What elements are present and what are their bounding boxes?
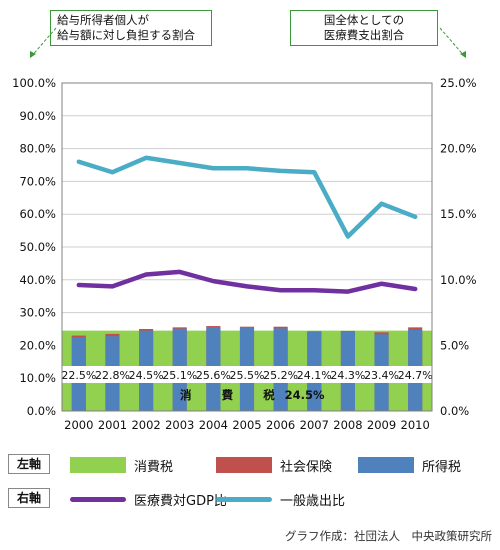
left-tick-label: 80.0% [19,142,56,156]
left-axis-tag: 左軸 [8,454,50,474]
callout-right-arrow [439,27,467,59]
legend-row-right: 右軸 医療費対GDP比 一般歳出比 [8,486,494,512]
left-tick-label: 20.0% [19,338,56,352]
data-label: 25.2% [263,369,298,382]
income-tax-swatch [358,457,414,473]
data-label: 24.5% [129,369,164,382]
x-tick-label: 2010 [401,418,430,432]
x-tick-label: 2008 [333,418,362,432]
callout-left-line2: 給与額に対し負担する割合 [57,28,195,42]
x-tick-label: 2002 [131,418,160,432]
callout-left: 給与所得者個人が 給与額に対し負担する割合 [50,10,212,46]
x-tick-label: 2007 [300,418,329,432]
legend-label: 所得税 [422,459,462,475]
legend-label: 社会保険 [280,459,333,475]
plot-frame [61,82,433,412]
callout-right-arrowhead [460,51,466,58]
consumption-tax-label: 税 [263,388,275,402]
general-expenditure-swatch [216,496,272,502]
legend-item-consumption-tax: 消費税 [70,452,173,478]
right-tick-label: 0.0% [440,404,469,418]
data-label: 24.7% [398,369,433,382]
callout-left-arrow [29,27,57,59]
medical-gdp-swatch [70,496,126,502]
right-axis-tag: 右軸 [8,488,50,508]
legend-label: 一般歳出比 [280,493,346,509]
data-label: 23.4% [364,369,399,382]
consumption-tax-label: 消 [180,388,192,402]
legend-label: 医療費対GDP比 [134,493,227,509]
consumption-tax-swatch [70,457,126,473]
right-tick-label: 10.0% [440,273,477,287]
x-tick-label: 2005 [232,418,261,432]
x-tick-label: 2006 [266,418,295,432]
right-tick-label: 20.0% [440,142,477,156]
callout-left-arrowhead [30,51,36,58]
data-label: 24.1% [297,369,332,382]
x-tick-label: 2004 [199,418,228,432]
medical-gdp-line [76,269,418,294]
consumption-tax-label: 24.5% [285,388,325,402]
data-label: 25.6% [196,369,231,382]
legend-row-left: 左軸 消費税 社会保険 所得税 [8,452,494,478]
consumption-tax-label: 費 [222,388,234,402]
left-tick-label: 100.0% [12,76,56,90]
callout-right: 国全体としての 医療費支出割合 [290,10,438,46]
general-expenditure-line [76,155,418,239]
credit: グラフ作成：社団法人 中央政策研究所 [285,529,492,543]
x-tick-label: 2001 [98,418,127,432]
x-tick-label: 2000 [64,418,93,432]
right-tick-label: 5.0% [440,338,469,352]
left-tick-label: 90.0% [19,109,56,123]
left-tick-label: 70.0% [19,174,56,188]
data-label: 22.8% [95,369,130,382]
right-tick-label: 15.0% [440,207,477,221]
left-tick-label: 30.0% [19,306,56,320]
callout-right-line2: 医療費支出割合 [323,28,405,42]
social-insurance-swatch [216,457,272,473]
x-tick-label: 2009 [367,418,396,432]
callout-left-line1: 給与所得者個人が [57,13,149,27]
left-tick-label: 10.0% [19,371,56,385]
label-band [62,366,432,383]
callout-right-line1: 国全体としての [323,13,405,27]
legend-item-general-expenditure: 一般歳出比 [216,486,345,512]
data-label: 22.5% [61,369,96,382]
legend-label: 消費税 [134,459,174,475]
left-tick-label: 50.0% [19,240,56,254]
left-tick-label: 40.0% [19,273,56,287]
data-label: 25.1% [162,369,197,382]
data-label: 25.5% [230,369,265,382]
legend-item-social-insurance: 社会保険 [216,452,332,478]
left-tick-label: 60.0% [19,207,56,221]
data-label: 24.3% [330,369,365,382]
legend-item-income-tax: 所得税 [358,452,461,478]
x-tick-label: 2003 [165,418,194,432]
legend-item-medical-gdp: 医療費対GDP比 [70,486,227,512]
left-tick-label: 0.0% [27,404,56,418]
right-tick-label: 25.0% [440,76,477,90]
